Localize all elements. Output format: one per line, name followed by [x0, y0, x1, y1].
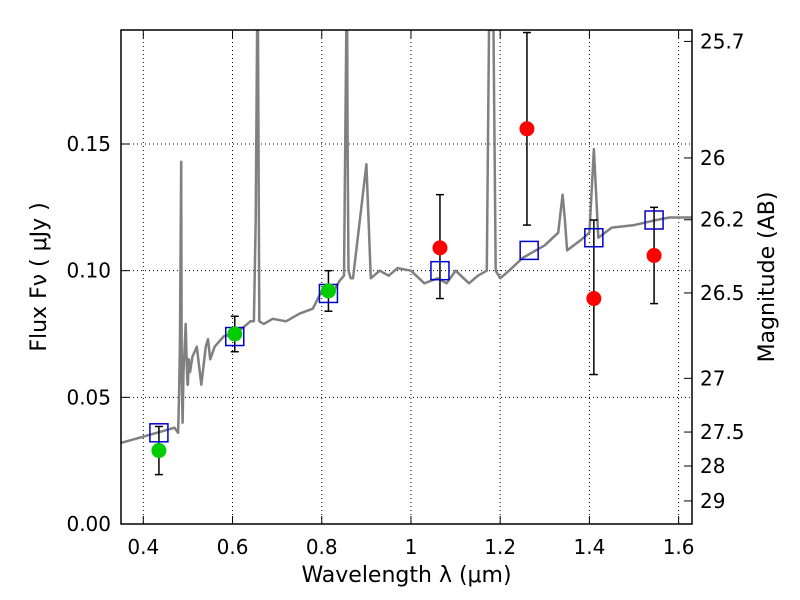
x-tick-label: 0.6	[217, 535, 249, 559]
nir-point	[646, 247, 662, 263]
spectrum-line	[121, 30, 692, 445]
x-tick-label: 0.4	[127, 535, 159, 559]
x-tick-label: 1.6	[663, 535, 695, 559]
right-tick-label: 25.7	[700, 29, 745, 53]
optical-point	[151, 443, 167, 459]
template-spectrum	[121, 30, 692, 445]
right-tick-label: 26.2	[700, 208, 745, 232]
y-tick-label: 0.00	[66, 512, 111, 536]
right-tick-label: 28	[700, 454, 725, 478]
x-tick-label: 0.8	[306, 535, 338, 559]
model-square	[644, 210, 664, 230]
x-tick-label: 1.4	[573, 535, 605, 559]
right-tick-label: 26	[700, 146, 725, 170]
data-points	[149, 121, 664, 459]
model-square	[584, 227, 604, 248]
right-axis-label: Magnitude (AB)	[755, 192, 780, 363]
y-tick-label: 0.10	[66, 259, 111, 283]
optical-point	[227, 326, 243, 342]
nir-point	[432, 240, 448, 256]
x-tick-label: 1.2	[484, 535, 516, 559]
error-bars	[154, 31, 659, 476]
nir-point	[519, 121, 535, 137]
model-square	[149, 423, 169, 443]
right-tick-label: 27	[700, 366, 725, 390]
right-tick-label: 29	[700, 489, 725, 513]
plot-frame	[120, 29, 693, 525]
optical-point	[320, 283, 336, 299]
model-square	[519, 240, 539, 261]
y-tick-label: 0.15	[66, 132, 111, 156]
grid	[121, 30, 692, 524]
y-tick-label: 0.05	[66, 385, 111, 409]
model-square	[430, 260, 450, 281]
nir-point	[586, 291, 602, 307]
x-tick-label: 1	[405, 535, 418, 559]
y-axis-label: Flux Fν ( μJy )	[27, 202, 52, 351]
ticks: 0.4 0.6 0.8 1 1.2 1.4 1.6 0.00 0.05 0.10 0.15 25.7 2…	[66, 29, 744, 559]
x-axis-label: Wavelength λ (μm)	[301, 563, 511, 588]
right-tick-label: 27.5	[700, 420, 745, 444]
right-tick-label: 26.5	[700, 281, 745, 305]
